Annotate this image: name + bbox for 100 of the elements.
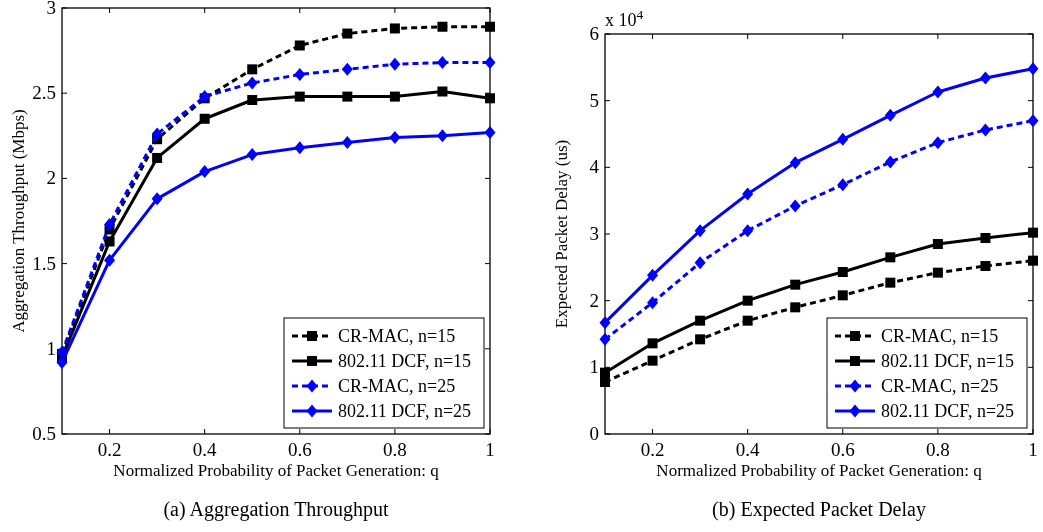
x-tick-label: 0.8 xyxy=(926,439,950,460)
y-tick-label: 0.5 xyxy=(32,423,56,444)
point xyxy=(389,91,400,102)
point xyxy=(1028,255,1038,266)
y-tick-label: 6 xyxy=(589,23,599,44)
y-tick-label: 4 xyxy=(589,156,600,178)
text: (b) Expected Packet Delay xyxy=(712,498,926,521)
text: x 10$^{4}$ xyxy=(605,6,644,30)
x-axis-title: Normalized Probability of Packet Generation: q xyxy=(113,461,440,480)
point xyxy=(294,40,305,51)
point xyxy=(694,256,706,270)
point xyxy=(932,136,944,150)
point xyxy=(885,277,896,288)
point xyxy=(599,332,611,346)
point xyxy=(980,233,991,243)
point xyxy=(485,21,495,32)
point xyxy=(742,295,753,306)
point xyxy=(342,28,353,39)
point xyxy=(837,178,849,192)
y-axis-title: Expected Packet Delay (us) xyxy=(552,139,571,329)
x-tick-label: 0.6 xyxy=(287,439,312,460)
point xyxy=(695,334,706,345)
point xyxy=(199,113,210,124)
point xyxy=(1028,227,1038,238)
point xyxy=(647,355,658,366)
point xyxy=(246,76,258,90)
point xyxy=(437,21,448,32)
point xyxy=(979,123,991,137)
point xyxy=(341,62,353,76)
point xyxy=(600,377,610,387)
point xyxy=(151,192,163,206)
point xyxy=(484,56,496,70)
y-tick-label: 1 xyxy=(46,337,56,359)
point xyxy=(389,23,400,34)
point xyxy=(294,91,305,102)
text: (a) Aggregation Throughput xyxy=(163,498,390,521)
point xyxy=(389,57,401,71)
legend-label: 802.11 DCF, n=15 xyxy=(338,351,472,371)
y-tick-label: 2.5 xyxy=(32,82,56,104)
point xyxy=(1027,114,1039,128)
legend-label: 802.11 DCF, n=25 xyxy=(881,401,1015,421)
point xyxy=(104,253,116,267)
point xyxy=(979,71,991,85)
point xyxy=(485,93,495,104)
point xyxy=(647,338,658,349)
point xyxy=(837,290,848,301)
point xyxy=(742,315,753,326)
point xyxy=(437,86,448,97)
point xyxy=(790,302,801,313)
point xyxy=(1027,62,1039,76)
y-tick-label: 1 xyxy=(589,356,599,378)
legend-label: CR-MAC, n=15 xyxy=(881,326,999,346)
point xyxy=(695,315,706,326)
point xyxy=(294,141,306,155)
x-tick-label: 0.2 xyxy=(640,439,665,460)
point xyxy=(694,224,706,238)
x-tick-label: 0.2 xyxy=(97,439,122,460)
point xyxy=(885,252,896,263)
y-tick-label: 1.5 xyxy=(32,252,56,274)
point xyxy=(294,67,306,81)
point xyxy=(599,316,611,330)
point xyxy=(104,217,116,231)
x-tick-label: 0.4 xyxy=(192,439,218,460)
point xyxy=(789,199,801,213)
point xyxy=(199,165,211,179)
legend-label: 802.11 DCF, n=25 xyxy=(338,401,472,421)
point xyxy=(484,125,496,139)
x-tick-label: 0.8 xyxy=(383,439,407,460)
y-axis-title: Aggregation Throughput (Mbps) xyxy=(9,109,28,333)
legend-label: CR-MAC, n=25 xyxy=(338,376,456,396)
point xyxy=(56,355,68,369)
point xyxy=(884,108,896,122)
point xyxy=(980,261,991,271)
y-tick-label: 2 xyxy=(46,167,56,189)
point xyxy=(247,95,258,106)
point xyxy=(436,56,448,70)
y-tick-label: 0 xyxy=(589,423,599,444)
point xyxy=(247,64,258,75)
x-tick-label: 1 xyxy=(1028,439,1038,460)
y-tick-label: 3 xyxy=(46,0,56,18)
point xyxy=(790,279,801,290)
y-tick-label: 5 xyxy=(589,89,599,111)
point xyxy=(742,224,754,238)
point xyxy=(647,296,659,310)
point xyxy=(932,85,944,99)
x-tick-label: 0.4 xyxy=(735,439,761,460)
x-tick-label: 1 xyxy=(485,439,495,460)
x-tick-label: 0.6 xyxy=(830,439,855,460)
x-axis-title: Normalized Probability of Packet Generation: q xyxy=(656,461,983,480)
point xyxy=(246,148,258,162)
point xyxy=(932,267,943,278)
point xyxy=(104,236,115,247)
point xyxy=(600,367,610,378)
point xyxy=(152,152,163,163)
legend-label: 802.11 DCF, n=15 xyxy=(881,351,1015,371)
point xyxy=(837,132,849,146)
legend-label: CR-MAC, n=15 xyxy=(338,326,456,346)
point xyxy=(837,267,848,277)
point xyxy=(932,239,943,249)
point xyxy=(789,156,801,170)
